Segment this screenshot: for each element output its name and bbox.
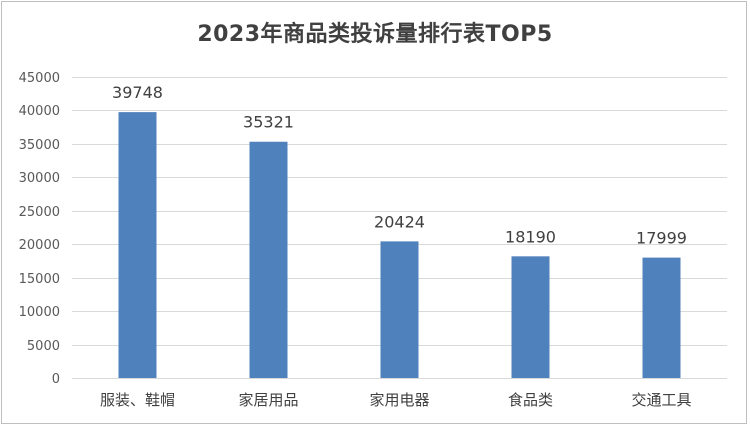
data-label: 18190 bbox=[505, 227, 556, 246]
data-label: 20424 bbox=[374, 212, 425, 231]
y-tick-label: 20000 bbox=[19, 238, 60, 253]
category-label: 服装、鞋帽 bbox=[100, 391, 175, 409]
y-tick-label: 45000 bbox=[19, 71, 60, 86]
data-label: 35321 bbox=[243, 113, 294, 132]
category-label: 食品类 bbox=[508, 391, 553, 409]
bar bbox=[249, 141, 288, 378]
data-label: 39748 bbox=[112, 83, 163, 102]
category-label: 交通工具 bbox=[631, 391, 691, 409]
category-label: 家居用品 bbox=[238, 391, 298, 409]
y-tick-label: 15000 bbox=[19, 272, 60, 287]
bar bbox=[118, 112, 157, 379]
y-tick-label: 40000 bbox=[19, 104, 60, 119]
bar bbox=[642, 257, 681, 378]
y-tick-label: 35000 bbox=[19, 138, 60, 153]
y-tick-label: 25000 bbox=[19, 205, 60, 220]
data-labels: 39748 35321 20424 18190 17999 bbox=[112, 83, 687, 247]
bar bbox=[380, 241, 419, 378]
y-tick-label: 10000 bbox=[19, 305, 60, 320]
bar bbox=[511, 256, 550, 378]
y-tick-label: 0 bbox=[52, 372, 60, 387]
y-axis-ticks: 0 5000 10000 15000 20000 25000 30000 35000 40000… bbox=[19, 71, 60, 387]
y-tick-label: 30000 bbox=[19, 171, 60, 186]
category-label: 家用电器 bbox=[369, 391, 429, 409]
data-label: 17999 bbox=[636, 229, 687, 248]
bars bbox=[118, 112, 681, 379]
x-axis-categories: 服装、鞋帽 家居用品 家用电器 食品类 交通工具 bbox=[100, 391, 692, 409]
chart-title: 2023年商品类投诉量排行表TOP5 bbox=[197, 22, 553, 47]
y-tick-label: 5000 bbox=[27, 339, 60, 354]
